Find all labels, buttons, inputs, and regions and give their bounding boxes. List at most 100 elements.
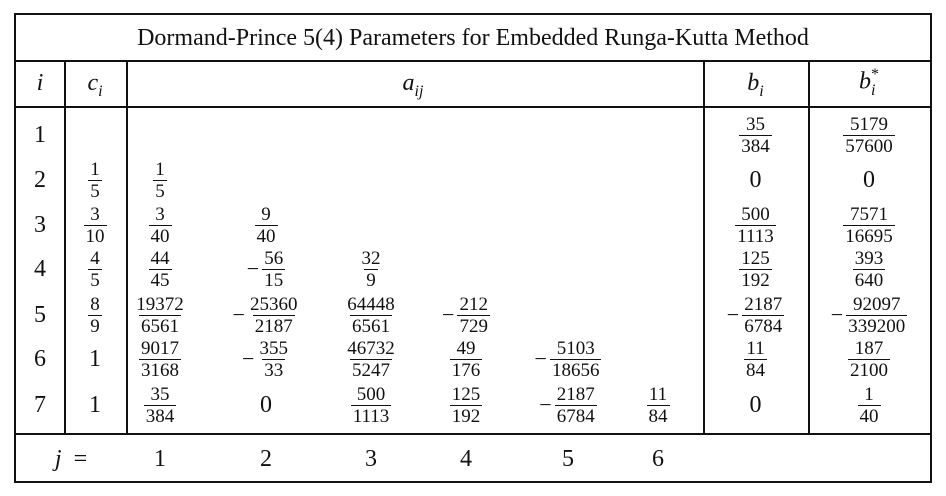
fraction-denominator: 192 xyxy=(449,404,483,427)
header-bstar-base: b xyxy=(859,68,871,95)
footer-j-3: 3 xyxy=(341,439,401,479)
fraction: 46732 5247 xyxy=(345,339,397,380)
header-c-sub: i xyxy=(98,82,103,100)
row-2-b: 0 xyxy=(704,158,808,202)
fraction-numerator: 9 xyxy=(261,203,271,225)
fraction-denominator: 84 xyxy=(646,404,670,427)
row-7-a-4: 125 192 xyxy=(414,383,518,427)
footer-j: j xyxy=(54,445,62,472)
row-7-a-1: 35 384 xyxy=(108,383,212,427)
fraction-denominator: 40 xyxy=(254,224,278,247)
row-5-b: −2187 6784 xyxy=(704,293,808,337)
fraction-denominator: 18656 xyxy=(549,358,602,381)
row-3-bstar: 7571 16695 xyxy=(809,203,929,247)
fraction-denominator: 1113 xyxy=(350,404,392,427)
header-a-label: aij xyxy=(402,69,424,100)
fraction: 187 2100 xyxy=(848,339,890,380)
header-bstar-label: b * i xyxy=(859,67,879,99)
fraction-numerator: 46732 xyxy=(347,337,395,359)
fraction-denominator: 729 xyxy=(457,314,490,337)
row-4-a-2: −56 15 xyxy=(214,247,318,291)
fraction-numerator: 1 xyxy=(90,158,100,180)
footer-equals: = xyxy=(73,445,88,472)
fraction-denominator: 40 xyxy=(148,224,172,247)
minus-sign: − xyxy=(534,346,547,371)
footer-j-value: 2 xyxy=(260,445,272,472)
row-6-a-5: −5103 18656 xyxy=(516,337,620,381)
fraction-denominator: 5247 xyxy=(350,358,392,381)
fraction: 355 33 xyxy=(257,339,290,380)
fraction: 35 384 xyxy=(143,385,177,427)
fraction-numerator: 32 xyxy=(361,247,381,269)
fraction: 32 9 xyxy=(360,249,383,290)
row-5-a-2: −25360 2187 xyxy=(214,293,318,337)
fraction-numerator: 11 xyxy=(648,383,668,405)
fraction: 9017 3168 xyxy=(139,339,181,380)
footer-j-value: 4 xyxy=(460,445,472,472)
footer-j-5: 5 xyxy=(538,439,598,479)
value-text: 0 xyxy=(863,166,875,193)
row-7-index: 7 xyxy=(17,383,63,427)
row-6-a-1: 9017 3168 xyxy=(108,337,212,381)
row-index-text: 2 xyxy=(34,166,46,193)
fraction-denominator: 2187 xyxy=(252,314,295,337)
row-6-a-2: −355 33 xyxy=(214,337,318,381)
table-title: Dormand-Prince 5(4) Parameters for Embed… xyxy=(137,25,809,51)
row-1-b: 35 384 xyxy=(704,113,808,157)
fraction-denominator: 9 xyxy=(364,268,378,291)
fraction-denominator: 6561 xyxy=(350,314,392,337)
column-rule-3 xyxy=(703,60,705,433)
fraction-numerator: 500 xyxy=(356,383,386,405)
row-index-text: 7 xyxy=(34,391,46,418)
value-text: 1 xyxy=(89,391,101,418)
minus-sign: − xyxy=(232,302,245,327)
fraction-denominator: 2100 xyxy=(848,358,890,381)
row-7-b: 0 xyxy=(704,383,808,427)
row-4-index: 4 xyxy=(17,247,63,291)
row-5-a-1: 19372 6561 xyxy=(108,293,212,337)
row-7-c: 1 xyxy=(65,383,125,427)
row-7-a-5: −2187 6784 xyxy=(516,383,620,427)
header-i: i xyxy=(17,61,63,105)
fraction-numerator: 5179 xyxy=(850,113,888,135)
row-index-text: 1 xyxy=(34,121,46,148)
fraction-numerator: 125 xyxy=(451,383,481,405)
row-4-b: 125 192 xyxy=(704,247,808,291)
fraction-numerator: 44 xyxy=(150,247,170,269)
fraction-numerator: 64448 xyxy=(347,293,395,315)
header-b-label: bi xyxy=(747,69,763,100)
value-text: 0 xyxy=(749,166,762,193)
row-4-bstar: 393 640 xyxy=(809,247,929,291)
header-b-base: b xyxy=(747,69,760,96)
header-bstar-sub: i xyxy=(871,82,876,99)
header-c: ci xyxy=(65,61,125,105)
fraction-denominator: 384 xyxy=(143,404,177,427)
row-index-text: 5 xyxy=(34,301,46,328)
fraction: 7571 16695 xyxy=(843,205,895,246)
header-a-base: a xyxy=(402,69,415,96)
fraction-numerator: 355 xyxy=(259,337,288,359)
header-c-base: c xyxy=(87,69,99,96)
fraction-numerator: 212 xyxy=(459,293,488,315)
fraction-denominator: 15 xyxy=(262,268,286,291)
fraction-denominator: 5 xyxy=(88,179,102,202)
header-b: bi xyxy=(706,61,806,105)
fraction: 500 1113 xyxy=(735,205,776,246)
fraction-denominator: 40 xyxy=(857,404,881,427)
fraction-denominator: 192 xyxy=(739,268,772,291)
fraction: 125 192 xyxy=(739,249,772,290)
footer-j-value: 5 xyxy=(562,445,574,472)
fraction-denominator: 5 xyxy=(153,179,167,202)
header-c-label: ci xyxy=(87,69,103,100)
row-3-a-1: 3 40 xyxy=(108,203,212,247)
fraction-denominator: 6561 xyxy=(139,314,181,337)
row-4-a-3: 32 9 xyxy=(319,247,423,291)
fraction-numerator: 49 xyxy=(456,337,476,359)
fraction: 44 45 xyxy=(148,247,172,290)
row-2-bstar: 0 xyxy=(809,158,929,202)
fraction: 9 40 xyxy=(254,203,278,247)
fraction: 1 40 xyxy=(857,385,881,427)
